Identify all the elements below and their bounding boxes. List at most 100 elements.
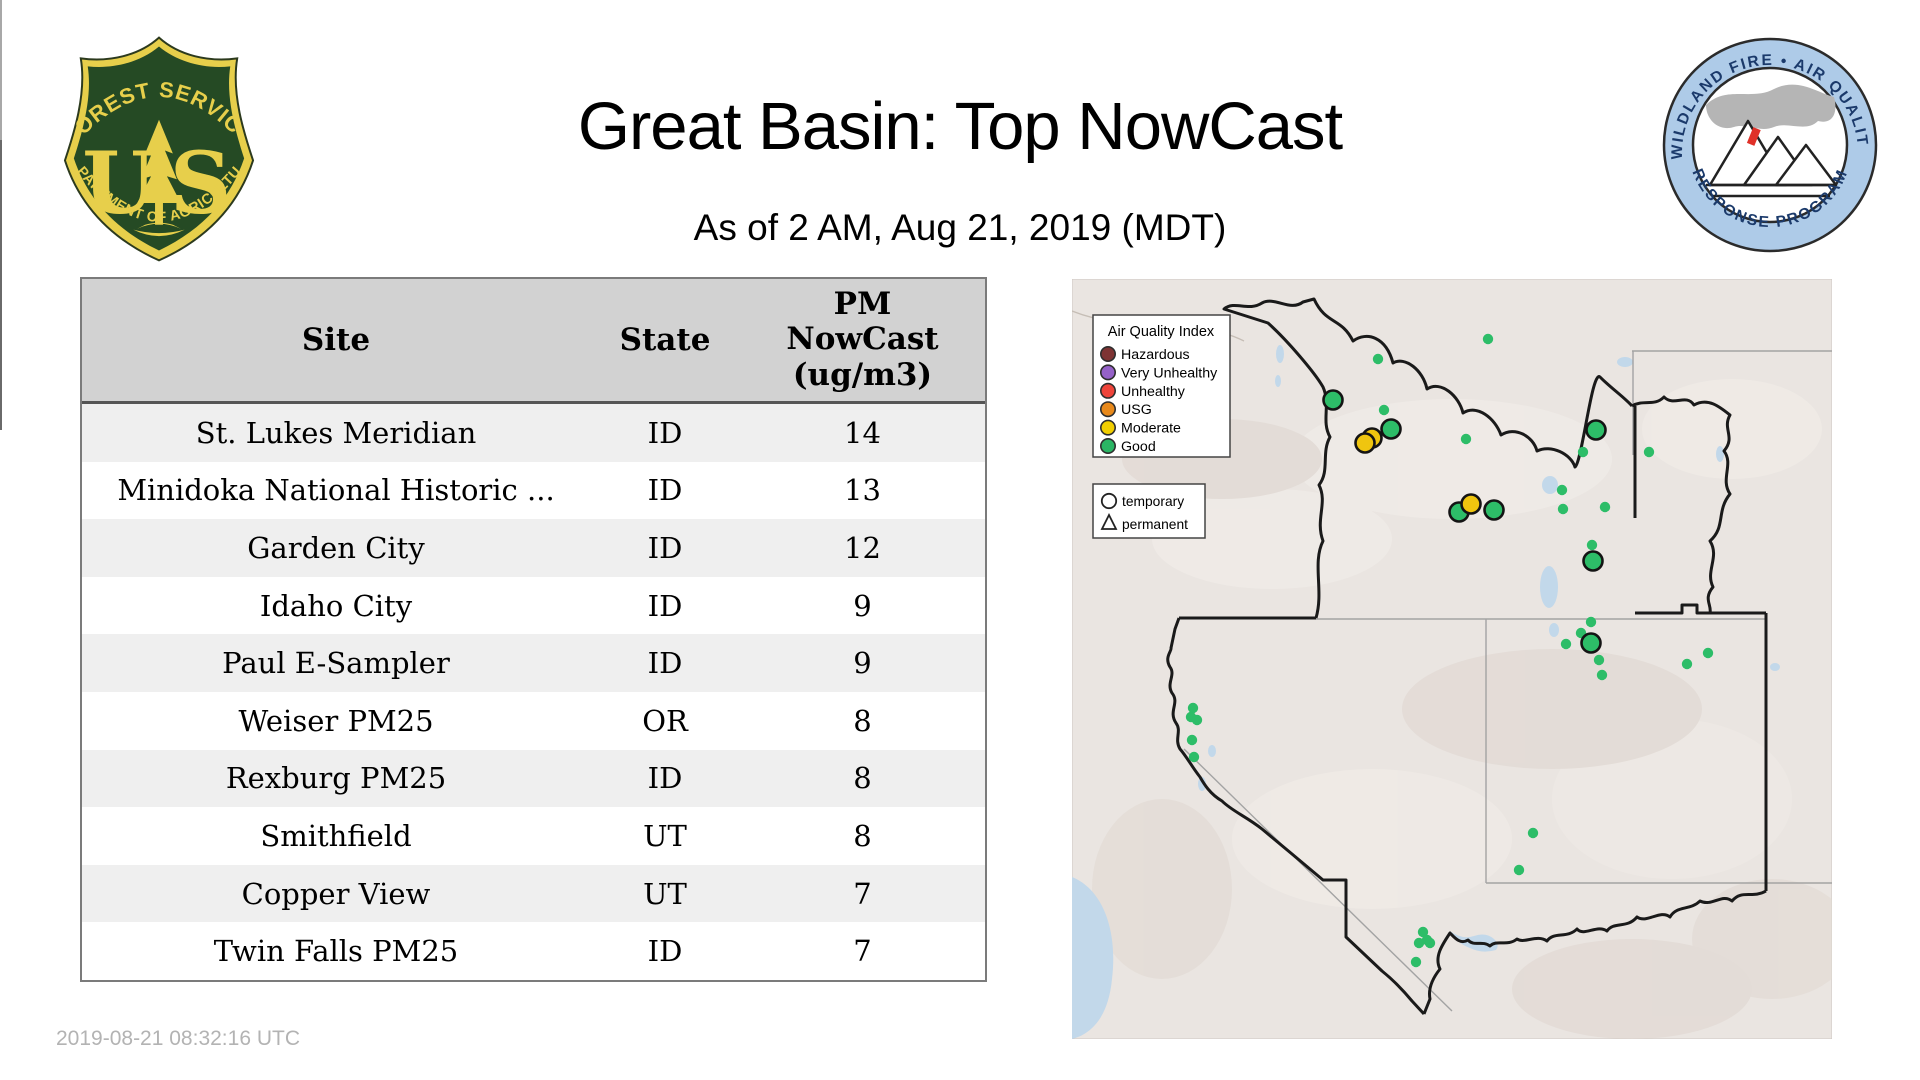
- monitor-dot-small: [1593, 654, 1605, 666]
- monitor-dot-small: [1585, 616, 1597, 628]
- cell-value: 9: [740, 576, 985, 635]
- cell-state: ID: [590, 922, 740, 980]
- monitor-dot-small: [1596, 669, 1608, 681]
- cell-site: Minidoka National Historic ...: [82, 461, 590, 520]
- usfs-monogram-s: S: [170, 134, 231, 234]
- cell-state: ID: [590, 634, 740, 692]
- great-basin-boundary: [1166, 297, 1768, 1016]
- monitor-marker-large: [1354, 432, 1376, 454]
- legend-label-usg: USG: [1121, 402, 1152, 418]
- wfaqrp-circle-icon: WILDLAND FIRE • AIR QUALITY RESPONSE PRO…: [1654, 22, 1878, 253]
- cell-site: Smithfield: [82, 807, 590, 865]
- usfs-shield-icon: FOREST SERVICE U S DEPARTMENT OF AGRICUL…: [52, 13, 255, 262]
- monitor-dot-small: [1513, 864, 1525, 876]
- page-title: Great Basin: Top NowCast: [577, 89, 1343, 164]
- monitor-dot-small: [1191, 714, 1203, 726]
- monitor-dot-small: [1424, 937, 1436, 949]
- legend-swatch-good: [1099, 438, 1116, 455]
- monitor-dot-small: [1643, 446, 1655, 458]
- monitor-marker-large: [1582, 550, 1604, 572]
- monitor-dot-small: [1556, 484, 1568, 496]
- wfaqrp-logo: WILDLAND FIRE • AIR QUALITY RESPONSE PRO…: [1654, 22, 1880, 256]
- cell-site: Weiser PM25: [82, 691, 590, 750]
- screen-edge-artifact: [0, 0, 2, 430]
- nowcast-table: Site State PM NowCast (ug/m3) St. Lukes …: [80, 277, 987, 982]
- pm-header-line1: PM: [833, 285, 892, 322]
- monitor-dot-small: [1413, 937, 1425, 949]
- cell-value: 7: [740, 864, 985, 923]
- monitor-dot-small: [1681, 658, 1693, 670]
- monitor-marker-large: [1380, 418, 1402, 440]
- cell-value: 13: [740, 461, 985, 520]
- legend-swatch-very-unhealthy: [1099, 364, 1116, 381]
- mountains-icon: [1706, 119, 1838, 198]
- cell-value: 8: [740, 749, 985, 808]
- aqi-legend: Air Quality Index Hazardous Very Unhealt…: [1092, 314, 1231, 458]
- pine-tree-icon: [133, 119, 185, 237]
- usfs-logo: FOREST SERVICE U S DEPARTMENT OF AGRICUL…: [52, 13, 258, 266]
- monitor-dot-small: [1188, 751, 1200, 763]
- cell-value: 8: [740, 691, 985, 750]
- cell-state: ID: [590, 461, 740, 520]
- monitor-marker-large: [1322, 389, 1344, 411]
- column-header-state: State: [619, 322, 711, 358]
- monitor-dot-small: [1557, 503, 1569, 515]
- cell-state: ID: [590, 749, 740, 808]
- column-header-pm-nowcast: PM NowCast (ug/m3): [740, 279, 985, 401]
- monitor-dot-small: [1378, 404, 1390, 416]
- legend-swatch-moderate: [1099, 419, 1116, 436]
- legend-label-unhealthy: Unhealthy: [1121, 384, 1186, 400]
- monitor-dot-small: [1577, 446, 1589, 458]
- cell-site: Idaho City: [82, 576, 590, 635]
- monitor-dot-small: [1527, 827, 1539, 839]
- monitor-dot-small: [1482, 333, 1494, 345]
- monitor-dot-small: [1187, 702, 1199, 714]
- cell-site: Rexburg PM25: [82, 749, 590, 808]
- permanent-triangle-icon: [1100, 512, 1118, 530]
- table-header-row: Site State PM NowCast (ug/m3): [82, 279, 985, 404]
- pm-header-line3: (ug/m3): [792, 356, 933, 393]
- cell-value: 14: [740, 404, 985, 462]
- site-type-legend: temporary permanent: [1092, 483, 1206, 539]
- legend-label-permanent: permanent: [1122, 517, 1188, 532]
- cell-value: 9: [740, 634, 985, 692]
- legend-swatch-unhealthy: [1099, 382, 1116, 399]
- legend-label-very-unhealthy: Very Unhealthy: [1121, 365, 1218, 381]
- monitor-dot-small: [1186, 734, 1198, 746]
- page-subtitle: As of 2 AM, Aug 21, 2019 (MDT): [693, 207, 1227, 248]
- legend-swatch-hazardous: [1099, 346, 1116, 363]
- cell-state: UT: [590, 807, 740, 865]
- cell-site: Copper View: [82, 864, 590, 923]
- monitor-dot-small: [1599, 501, 1611, 513]
- monitor-marker-large: [1580, 632, 1602, 654]
- monitor-map: Air Quality Index Hazardous Very Unhealt…: [1072, 279, 1832, 1039]
- temporary-circle-icon: [1100, 492, 1118, 510]
- usfs-monogram-u: U: [82, 134, 156, 234]
- monitor-dot-small: [1372, 353, 1384, 365]
- fire-mark-icon: [1746, 127, 1761, 146]
- cell-site: St. Lukes Meridian: [82, 404, 590, 462]
- cell-value: 12: [740, 519, 985, 577]
- cell-site: Twin Falls PM25: [82, 922, 590, 980]
- legend-label-moderate: Moderate: [1121, 421, 1181, 437]
- cell-value: 8: [740, 807, 985, 865]
- cell-site: Paul E-Sampler: [82, 634, 590, 692]
- cell-state: ID: [590, 404, 740, 462]
- monitor-dot-small: [1410, 956, 1422, 968]
- generated-timestamp: 2019-08-21 08:32:16 UTC: [56, 1027, 300, 1050]
- legend-label-temporary: temporary: [1122, 494, 1184, 509]
- cell-value: 7: [740, 922, 985, 980]
- legend-swatch-usg: [1099, 401, 1116, 418]
- monitor-dot-small: [1702, 647, 1714, 659]
- monitor-marker-large: [1460, 493, 1482, 515]
- cell-site: Garden City: [82, 519, 590, 577]
- state-borders: [1183, 350, 1832, 1012]
- map-markers: [1185, 333, 1714, 968]
- monitor-dot-small: [1460, 433, 1472, 445]
- legend-label-hazardous: Hazardous: [1121, 347, 1190, 363]
- header-titles: Great Basin: Top NowCast As of 2 AM, Aug…: [300, 0, 1620, 249]
- monitor-dot-small: [1586, 539, 1598, 551]
- column-header-site: Site: [301, 322, 371, 358]
- aqi-legend-title: Air Quality Index: [1108, 324, 1215, 340]
